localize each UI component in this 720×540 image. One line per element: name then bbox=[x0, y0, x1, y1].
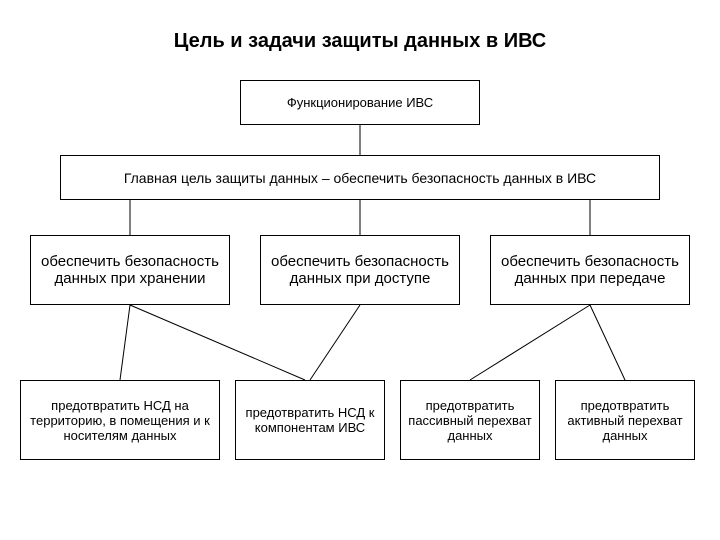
node-l4d: предотвратить активный перехват данных bbox=[555, 380, 695, 460]
node-label: Главная цель защиты данных – обеспечить … bbox=[124, 170, 596, 186]
node-l4b: предотвратить НСД к компонентам ИВС bbox=[235, 380, 385, 460]
node-label: предотвратить НСД к компонентам ИВС bbox=[240, 405, 380, 435]
node-label: Функционирование ИВС bbox=[287, 95, 433, 110]
node-l2: Главная цель защиты данных – обеспечить … bbox=[60, 155, 660, 200]
node-label: предотвратить пассивный перехват данных bbox=[405, 398, 535, 443]
node-l3c: обеспечить безопасность данных при перед… bbox=[490, 235, 690, 305]
node-l4a: предотвратить НСД на территорию, в помещ… bbox=[20, 380, 220, 460]
node-label: обеспечить безопасность данных при хране… bbox=[35, 253, 225, 287]
node-label: обеспечить безопасность данных при перед… bbox=[495, 253, 685, 287]
node-l3a: обеспечить безопасность данных при хране… bbox=[30, 235, 230, 305]
node-l1: Функционирование ИВС bbox=[240, 80, 480, 125]
node-label: предотвратить НСД на территорию, в помещ… bbox=[25, 398, 215, 443]
node-label: предотвратить активный перехват данных bbox=[560, 398, 690, 443]
page-title: Цель и задачи защиты данных в ИВС bbox=[0, 30, 720, 53]
node-l4c: предотвратить пассивный перехват данных bbox=[400, 380, 540, 460]
node-l3b: обеспечить безопасность данных при досту… bbox=[260, 235, 460, 305]
node-label: обеспечить безопасность данных при досту… bbox=[265, 253, 455, 287]
